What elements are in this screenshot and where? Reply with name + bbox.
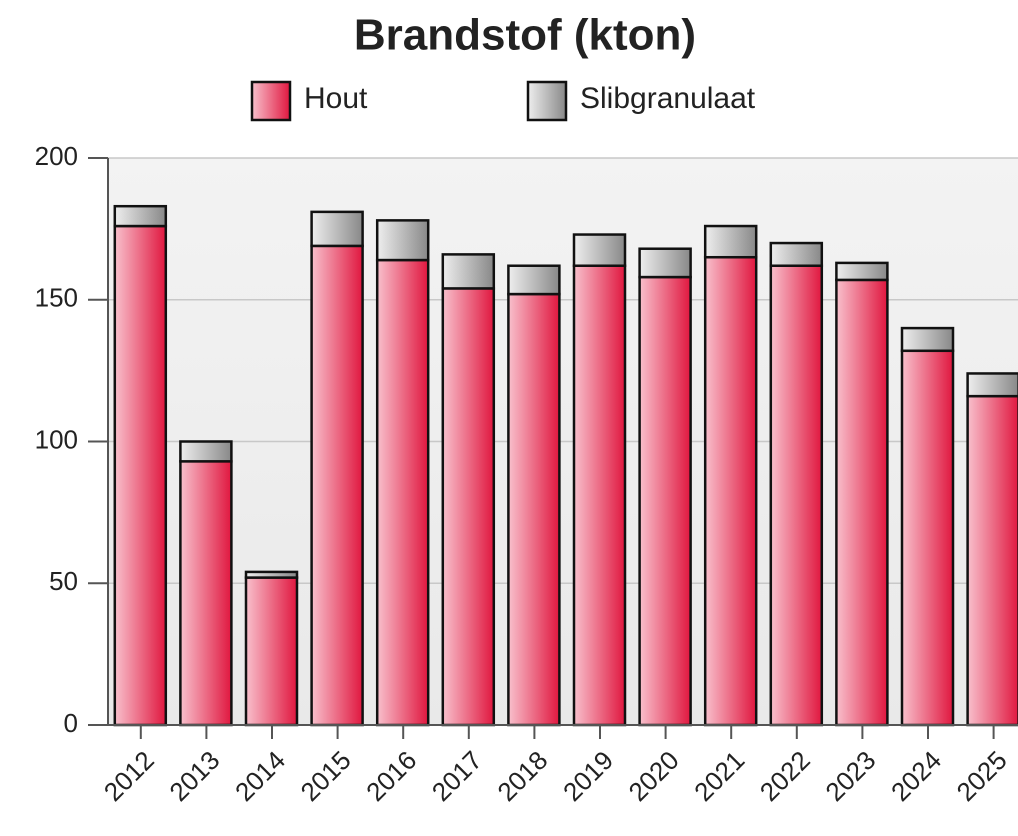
x-tick-label: 2018 xyxy=(491,745,553,807)
bar-segment xyxy=(769,264,824,727)
bar-segment xyxy=(310,210,364,248)
legend-swatch xyxy=(250,80,292,122)
bar-segment xyxy=(638,247,692,279)
y-tick-label: 0 xyxy=(64,708,78,738)
bar-segment xyxy=(375,219,430,262)
bar-segment xyxy=(638,275,692,727)
legend-label: Slibgranulaat xyxy=(580,82,756,115)
legend-swatch xyxy=(526,80,568,122)
x-tick-label: 2015 xyxy=(295,745,357,807)
x-tick-label: 2025 xyxy=(951,745,1013,807)
x-tick-label: 2016 xyxy=(360,745,422,807)
bar-segment xyxy=(375,258,430,727)
bar-segment xyxy=(900,349,955,727)
legend-label: Hout xyxy=(304,82,368,115)
x-tick-label: 2012 xyxy=(98,745,160,807)
x-tick-label: 2013 xyxy=(163,745,225,807)
bar-segment xyxy=(113,224,168,727)
x-tick-label: 2020 xyxy=(623,745,685,807)
bar-segment xyxy=(900,326,955,353)
bar-segment xyxy=(703,224,758,259)
bar-segment xyxy=(966,372,1018,398)
chart-title: Brandstof (kton) xyxy=(354,11,696,60)
bar-segment xyxy=(835,278,889,727)
bar-segment xyxy=(244,576,299,727)
bar-segment xyxy=(703,255,758,727)
bar-segment xyxy=(179,460,233,727)
bar-segment xyxy=(966,394,1018,727)
bar-segment xyxy=(835,261,889,282)
bar-segment xyxy=(572,233,627,267)
bar-segment xyxy=(507,264,561,296)
x-tick-label: 2019 xyxy=(557,745,619,807)
bar-segment xyxy=(244,570,299,579)
bar-segment xyxy=(507,292,561,727)
y-tick-label: 200 xyxy=(35,141,78,171)
y-tick-label: 50 xyxy=(49,566,78,596)
x-tick-label: 2022 xyxy=(754,745,816,807)
bar-segment xyxy=(769,241,824,267)
bar-segment xyxy=(310,244,364,727)
bar-segment xyxy=(113,204,168,228)
bar-segment xyxy=(441,253,496,290)
x-tick-label: 2017 xyxy=(426,745,488,807)
bar-segment xyxy=(572,264,627,727)
y-tick-label: 100 xyxy=(35,424,78,454)
x-tick-label: 2014 xyxy=(229,745,291,807)
x-tick-label: 2023 xyxy=(819,745,881,807)
bar-segment xyxy=(441,287,496,727)
bar-segment xyxy=(179,440,233,463)
x-tick-label: 2021 xyxy=(688,745,750,807)
y-tick-label: 150 xyxy=(35,283,78,313)
x-tick-label: 2024 xyxy=(885,745,947,807)
